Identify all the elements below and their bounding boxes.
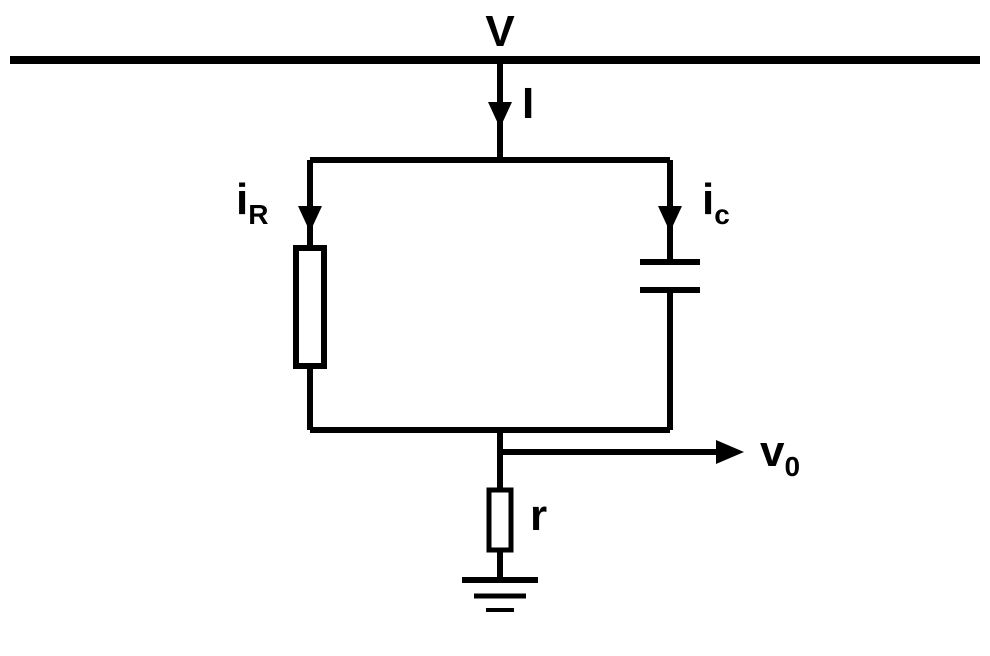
label-iR: iR — [236, 175, 268, 230]
label-V: V — [485, 7, 515, 56]
circuit-diagram: V I iR ic v0 r — [0, 0, 990, 656]
label-v0-main: v — [760, 427, 785, 476]
resistor-r — [489, 490, 511, 550]
label-I: I — [522, 79, 534, 128]
label-iC: ic — [702, 175, 730, 230]
label-iR-main: i — [236, 175, 248, 224]
label-iR-sub: R — [248, 199, 268, 230]
arrow-I — [488, 102, 512, 128]
label-v0: v0 — [760, 427, 800, 482]
label-iC-sub: c — [714, 199, 730, 230]
arrow-iC — [658, 206, 682, 232]
arrow-iR — [298, 206, 322, 232]
resistor-R — [296, 248, 324, 366]
arrow-v0 — [716, 440, 744, 464]
label-iC-main: i — [702, 175, 714, 224]
ground-icon — [462, 580, 538, 610]
label-v0-sub: 0 — [784, 451, 800, 482]
label-r: r — [530, 491, 547, 540]
